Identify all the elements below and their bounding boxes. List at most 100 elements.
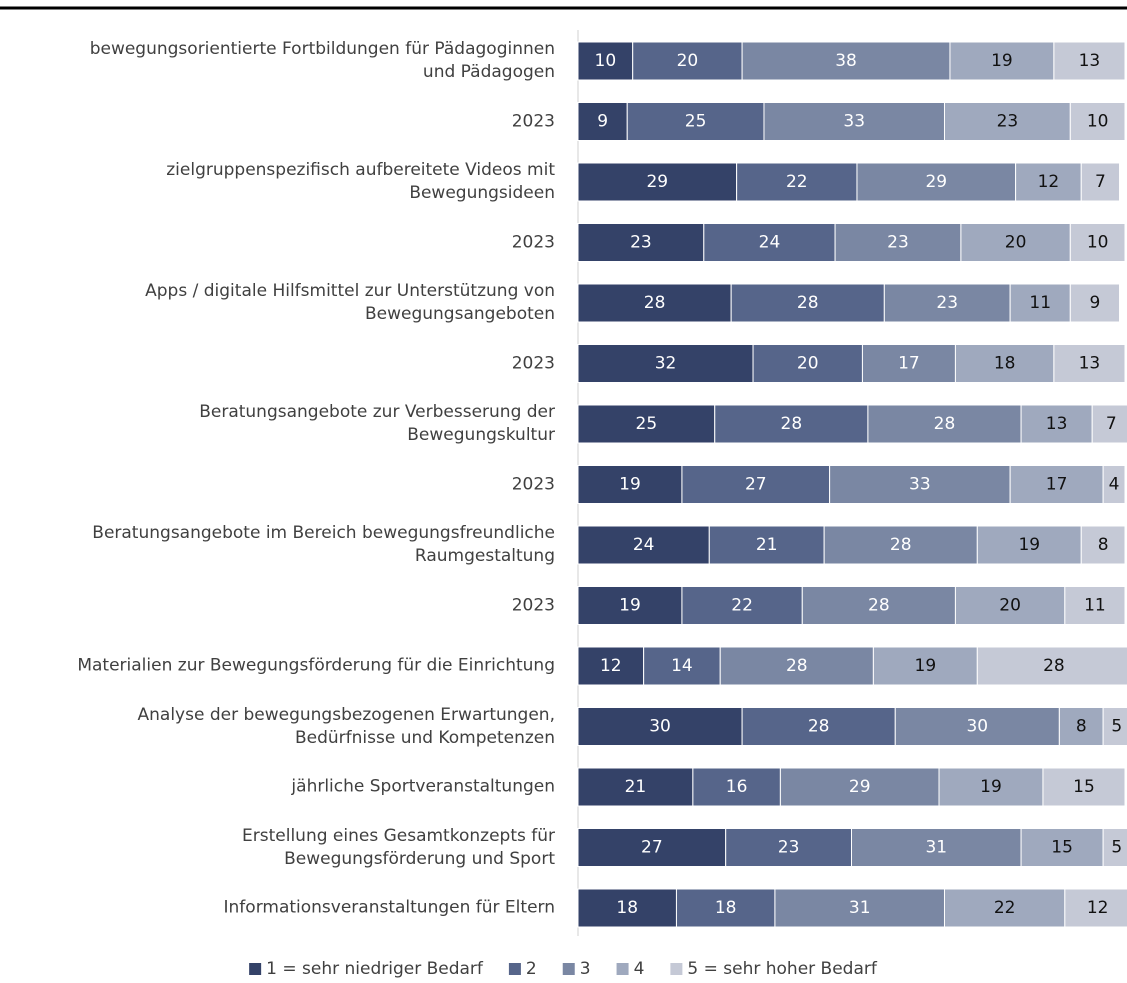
bar-segment [1069, 223, 1126, 262]
bar-segment [834, 223, 962, 262]
data-label: 25 [636, 414, 658, 434]
data-label: 27 [745, 475, 767, 495]
data-label: 19 [619, 475, 641, 495]
bar-segment [577, 404, 716, 444]
legend-swatch [670, 963, 683, 975]
category-label: 2023 [511, 111, 555, 131]
data-label: 9 [597, 112, 608, 132]
bar-segment [943, 888, 1066, 928]
data-label: 29 [646, 172, 668, 192]
data-label: 33 [843, 112, 865, 132]
legend-swatch [508, 963, 521, 975]
bar-segment [1102, 465, 1126, 504]
legend-label: 3 [580, 959, 591, 979]
bar-segment [954, 344, 1055, 383]
data-label: 10 [1087, 112, 1109, 132]
bar-segment [1069, 102, 1126, 141]
category-label: 2023 [511, 474, 555, 494]
data-label: 21 [756, 535, 778, 555]
category-label: zielgruppenspezifisch aufbereitete Video… [166, 160, 555, 203]
data-label: 33 [909, 475, 931, 495]
data-label: 5 [1111, 838, 1122, 858]
bar-segment [867, 404, 1022, 444]
bar-segment [719, 646, 874, 686]
bar-segment [752, 344, 863, 383]
data-label: 19 [619, 596, 641, 616]
bar-segment [823, 525, 978, 565]
data-label: 28 [797, 293, 819, 313]
legend-label: 1 = sehr niedriger Bedarf [266, 959, 484, 979]
bar-segment [883, 283, 1011, 323]
bar-segment [1091, 404, 1127, 444]
bar-segment [829, 465, 1011, 504]
data-label: 10 [595, 51, 617, 71]
data-label: 28 [868, 596, 890, 616]
data-label: 24 [759, 233, 781, 253]
data-label: 18 [715, 898, 737, 918]
data-label: 19 [1018, 535, 1040, 555]
bar-segment [577, 646, 645, 686]
data-label: 9 [1090, 293, 1101, 313]
bar-segment [681, 586, 803, 625]
legend-swatch [616, 963, 629, 975]
category-label: Beratungsangebote im Bereich bewegungsfr… [92, 523, 555, 566]
data-label: 30 [966, 717, 988, 737]
bar-segment [1080, 525, 1126, 565]
data-label: 17 [898, 354, 920, 374]
bar-segment [949, 41, 1055, 81]
data-label: 8 [1098, 535, 1109, 555]
bar-segment [1053, 344, 1126, 383]
data-label: 19 [915, 656, 937, 676]
bar-segment [703, 223, 836, 262]
category-label: Beratungsangebote zur Verbesserung der B… [199, 402, 555, 445]
bar-segment [943, 102, 1071, 141]
data-label: 7 [1106, 414, 1117, 434]
bar-segment [1102, 707, 1127, 746]
data-label: 5 [1111, 717, 1122, 737]
data-label: 20 [677, 51, 699, 71]
bar-segment [856, 162, 1017, 202]
data-label: 22 [786, 172, 808, 192]
bar-segment [725, 828, 852, 867]
category-label: bewegungsorientierte Fortbildungen für P… [89, 39, 555, 82]
bar-segment [741, 707, 896, 746]
data-label: 14 [671, 656, 693, 676]
data-label: 18 [616, 898, 638, 918]
bar-segment [976, 646, 1127, 686]
bar-segment [577, 283, 732, 323]
category-label: Analyse der bewegungsbezogenen Erwartung… [137, 704, 556, 748]
data-label: 21 [625, 777, 647, 797]
data-label: 18 [994, 354, 1016, 374]
data-label: 19 [991, 51, 1013, 71]
data-label: 13 [1079, 51, 1101, 71]
bar-segment [626, 102, 765, 141]
data-label: 22 [731, 596, 753, 616]
data-label: 28 [781, 414, 803, 434]
data-label: 17 [1046, 475, 1068, 495]
category-label: jährliche Sportveranstaltungen [291, 776, 555, 797]
data-label: 29 [849, 777, 871, 797]
data-label: 8 [1076, 717, 1087, 737]
bar-segment [763, 102, 945, 141]
bar-segment [577, 41, 634, 81]
bar-segment [1069, 283, 1121, 323]
data-label: 15 [1073, 777, 1095, 797]
data-label: 23 [887, 233, 909, 253]
data-label: 24 [633, 535, 655, 555]
data-label: 11 [1029, 293, 1051, 313]
data-label: 12 [1087, 898, 1109, 918]
data-label: 27 [641, 838, 663, 858]
bar-segment [1102, 828, 1127, 867]
category-label: Materialien zur Bewegungsförderung für d… [77, 655, 555, 676]
bar-segment [1015, 162, 1082, 202]
data-label: 38 [835, 51, 857, 71]
data-label: 25 [685, 112, 707, 132]
category-label: 2023 [511, 353, 555, 373]
bar-segment [577, 344, 754, 383]
data-label: 28 [1043, 656, 1065, 676]
bar-segment [577, 102, 628, 141]
bar-segment [774, 888, 945, 928]
bar-segment [577, 223, 705, 262]
bar-segment [1053, 41, 1126, 81]
